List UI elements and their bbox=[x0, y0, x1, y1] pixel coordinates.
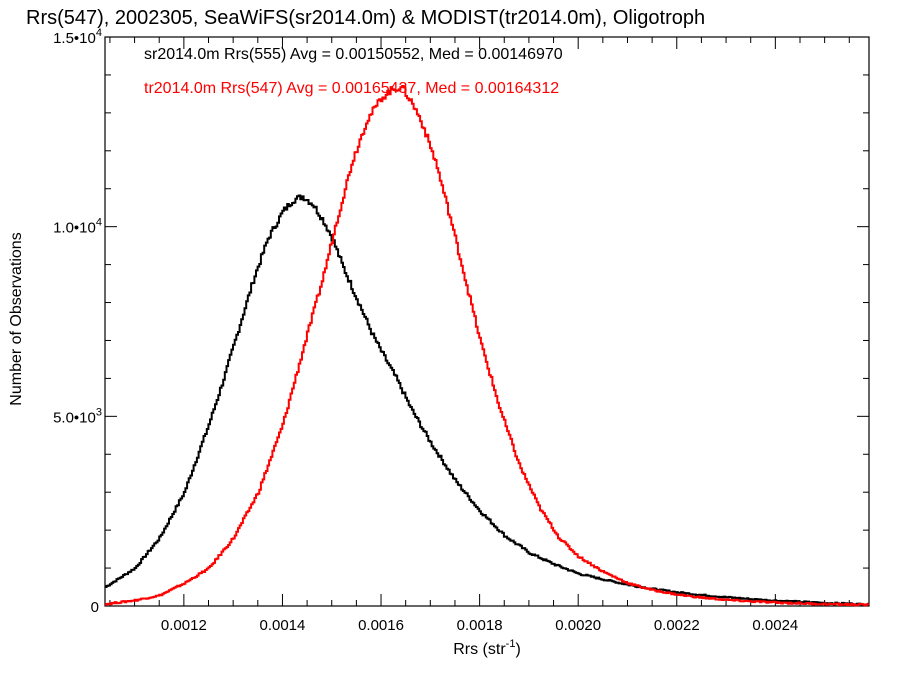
x-axis-title: Rrs (str-1) bbox=[453, 638, 521, 658]
series-line bbox=[105, 194, 870, 606]
x-axis-ticks: 0.0012 0.0014 0.0016 0.0018 0.0020 0.0022 0.00… bbox=[109, 37, 850, 634]
x-tick-label: 0.0024 bbox=[752, 617, 798, 634]
x-axis-title-end: ) bbox=[515, 641, 520, 658]
x-tick-label: 0.0014 bbox=[259, 617, 305, 634]
x-axis-title-main: Rrs (str bbox=[453, 641, 506, 658]
x-tick-label: 0.0022 bbox=[654, 617, 700, 634]
chart-title: Rrs(547), 2002305, SeaWiFS(sr2014.0m) & … bbox=[26, 7, 705, 29]
axes bbox=[104, 36, 870, 607]
x-tick-label: 0.0016 bbox=[358, 617, 404, 634]
x-tick-label: 0.0020 bbox=[555, 617, 601, 634]
x-axis-title-sup: -1 bbox=[506, 638, 516, 650]
x-tick-label: 0.0018 bbox=[457, 617, 503, 634]
y-axis-title: Number of Observations bbox=[8, 232, 25, 405]
svg-text:Rrs (str-1): Rrs (str-1) bbox=[453, 638, 521, 658]
legend: sr2014.0m Rrs(555) Avg = 0.00150552, Med… bbox=[144, 46, 563, 97]
legend-entry-tr2014: tr2014.0m Rrs(547) Avg = 0.00165437, Med… bbox=[144, 80, 559, 97]
y-tick-label: 5.0•103 bbox=[53, 406, 102, 426]
plot-frame bbox=[104, 36, 870, 607]
y-tick-label: 1.0•104 bbox=[53, 217, 102, 237]
series-layer bbox=[105, 85, 870, 607]
y-axis-ticks: 0 5.0•103 1.0•104 1.5•104 bbox=[53, 27, 869, 616]
y-tick-label: 1.5•104 bbox=[53, 27, 102, 47]
y-tick-label: 0 bbox=[91, 599, 99, 616]
legend-entry-sr2014: sr2014.0m Rrs(555) Avg = 0.00150552, Med… bbox=[144, 46, 563, 63]
x-tick-label: 0.0012 bbox=[161, 617, 207, 634]
series-line bbox=[105, 85, 870, 607]
